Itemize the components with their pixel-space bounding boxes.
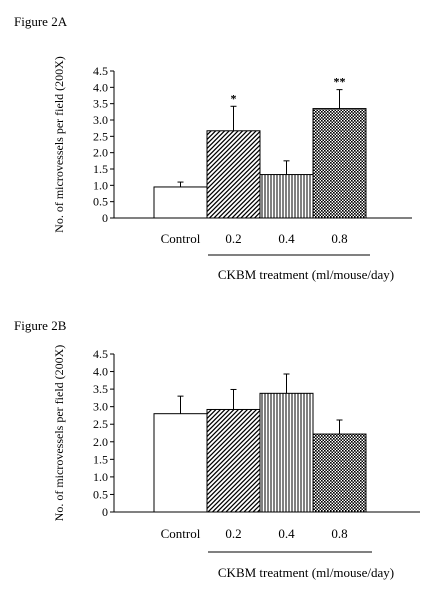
figure-2b-title: Figure 2B xyxy=(14,318,67,333)
chart-1-category-label: Control xyxy=(161,526,201,541)
chart-1-y-tick-label: 3.0 xyxy=(93,400,108,414)
figure-2a-title: Figure 2A xyxy=(14,14,68,29)
chart-0-y-tick-label: 4.0 xyxy=(93,80,108,94)
chart-1-category-label: 0.8 xyxy=(331,526,347,541)
chart-1-y-tick-label: 4.5 xyxy=(93,347,108,361)
chart-0-y-tick-label: 3.0 xyxy=(93,113,108,127)
chart-1-y-tick-label: 1.5 xyxy=(93,452,108,466)
chart-1-y-tick-label: 0.5 xyxy=(93,487,108,501)
chart-0-y-tick-label: 2.5 xyxy=(93,129,108,143)
chart-0-category-label: 0.2 xyxy=(225,231,241,246)
chart-0-bar xyxy=(312,108,367,219)
chart-0-y-tick-label: 2.0 xyxy=(93,146,108,160)
chart-0-y-tick-label: 4.5 xyxy=(93,64,108,78)
chart-0-y-tick-label: 0 xyxy=(102,211,108,225)
chart-0-bar xyxy=(206,130,261,219)
chart-1-y-tick-label: 3.5 xyxy=(93,382,108,396)
chart-1-x-axis-label: CKBM treatment (ml/mouse/day) xyxy=(218,565,394,580)
chart-1-y-tick-label: 2.5 xyxy=(93,417,108,431)
chart-0-y-tick-label: 3.5 xyxy=(93,97,108,111)
chart-0-category-label: 0.4 xyxy=(278,231,295,246)
chart-1-category-label: 0.4 xyxy=(278,526,295,541)
chart-0-bar xyxy=(259,174,314,219)
chart-1-bar xyxy=(312,433,367,513)
chart-1-y-tick-label: 1.0 xyxy=(93,470,108,484)
chart-0-bar xyxy=(153,186,208,219)
chart-0-y-tick-label: 1.5 xyxy=(93,162,108,176)
chart-0-y-tick-label: 1.0 xyxy=(93,178,108,192)
chart-0-category-label: 0.8 xyxy=(331,231,347,246)
chart-1-y-tick-label: 2.0 xyxy=(93,435,108,449)
chart-0-y-tick-label: 0.5 xyxy=(93,195,108,209)
chart-0-significance-label: * xyxy=(231,91,237,105)
chart-0-x-axis-label: CKBM treatment (ml/mouse/day) xyxy=(218,267,394,282)
chart-1-bar xyxy=(206,408,261,513)
chart-1-bar xyxy=(259,392,314,513)
chart-1-y-axis-label: No. of microvessels per field (200X) xyxy=(52,345,66,522)
chart-0-category-label: Control xyxy=(161,231,201,246)
chart-1-y-tick-label: 4.0 xyxy=(93,365,108,379)
chart-1-bar xyxy=(153,413,208,513)
chart-0-y-axis-label: No. of microvessels per field (200X) xyxy=(52,56,66,233)
chart-1-category-label: 0.2 xyxy=(225,526,241,541)
chart-0-significance-label: ** xyxy=(334,75,346,89)
chart-1-y-tick-label: 0 xyxy=(102,505,108,519)
